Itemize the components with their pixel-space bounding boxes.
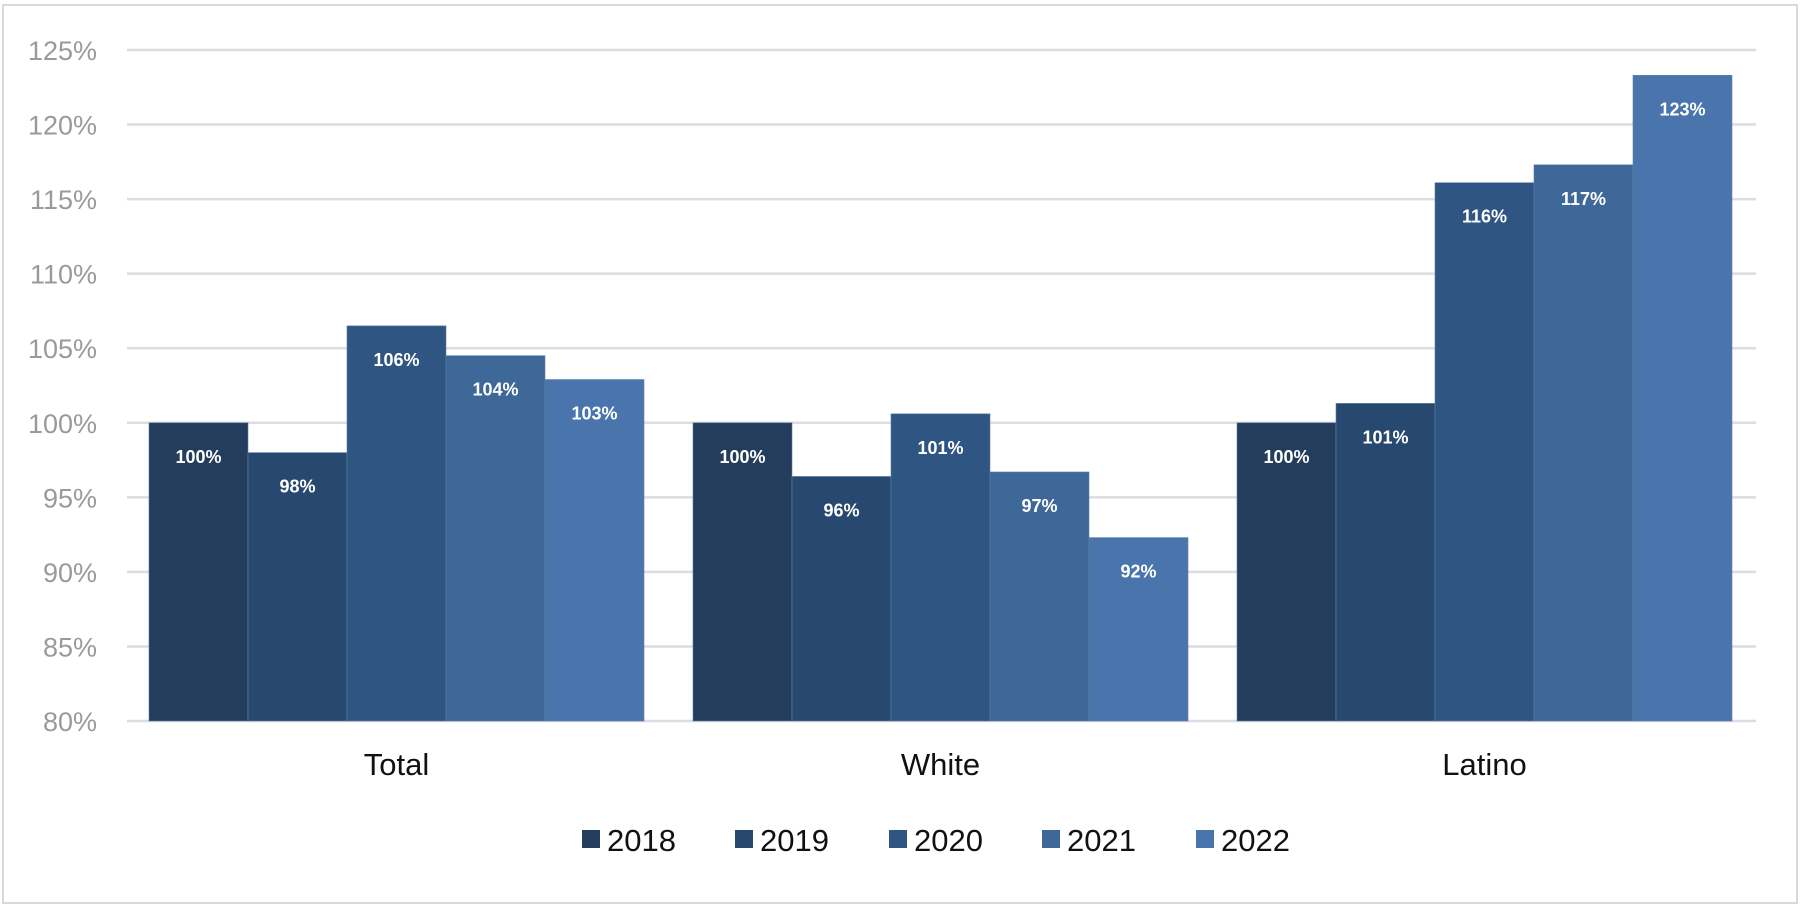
legend-label: 2018 <box>607 823 676 858</box>
bar-latino-2022 <box>1632 75 1733 722</box>
data-label: 117% <box>1561 189 1606 209</box>
y-tick-label: 85% <box>43 632 97 662</box>
data-label: 103% <box>571 404 617 424</box>
data-label: 106% <box>373 350 419 370</box>
y-tick-label: 90% <box>43 558 97 588</box>
bar-total-2019 <box>247 452 348 722</box>
y-tick-label: 95% <box>43 483 97 513</box>
legend-swatch-2019 <box>735 830 753 848</box>
data-labels: 100% 98% 106% 104% 103% 100% 96% 101% 97% 92% 100%… <box>175 99 1705 581</box>
legend-swatch-2020 <box>889 830 907 848</box>
legend-label: 2019 <box>760 823 829 858</box>
y-tick-label: 80% <box>43 707 97 737</box>
bar-total-2018 <box>148 422 249 722</box>
y-tick-label: 110% <box>30 260 97 290</box>
data-label: 100% <box>719 447 765 467</box>
bar-total-2020 <box>346 325 447 722</box>
data-label: 98% <box>279 477 315 497</box>
bar-total-2022 <box>544 379 645 722</box>
data-label: 101% <box>917 438 963 458</box>
legend: 2018 2019 2020 2021 2022 <box>582 823 1290 858</box>
y-tick-label: 125% <box>28 36 97 66</box>
x-category-label: Total <box>364 747 429 782</box>
bar-latino-2021 <box>1533 164 1634 722</box>
y-tick-label: 120% <box>28 111 97 141</box>
bar-white-2022 <box>1088 537 1189 722</box>
bar-latino-2019 <box>1335 403 1436 722</box>
data-label: 100% <box>175 447 221 467</box>
y-axis: 80% 85% 90% 95% 100% 105% 110% 115% 120% 125% <box>28 36 97 737</box>
data-label: 123% <box>1659 99 1705 119</box>
y-tick-label: 105% <box>28 334 97 364</box>
legend-label: 2022 <box>1221 823 1290 858</box>
bars <box>148 75 1733 722</box>
bar-latino-2020 <box>1434 182 1535 722</box>
legend-label: 2020 <box>914 823 983 858</box>
bar-white-2021 <box>989 471 1090 722</box>
bar-total-2021 <box>445 355 546 722</box>
legend-swatch-2018 <box>582 830 600 848</box>
bar-white-2019 <box>791 476 892 722</box>
x-axis: Total White Latino <box>364 747 1527 782</box>
data-label: 100% <box>1263 447 1309 467</box>
x-category-label: White <box>901 747 980 782</box>
y-tick-label: 115% <box>30 185 97 215</box>
legend-swatch-2021 <box>1042 830 1060 848</box>
data-label: 92% <box>1120 562 1156 582</box>
data-label: 101% <box>1362 427 1408 447</box>
data-label: 96% <box>823 500 859 520</box>
legend-label: 2021 <box>1067 823 1136 858</box>
data-label: 97% <box>1021 496 1057 516</box>
x-category-label: Latino <box>1442 747 1526 782</box>
bar-latino-2018 <box>1236 422 1337 722</box>
y-tick-label: 100% <box>28 409 97 439</box>
bar-white-2020 <box>890 413 991 722</box>
data-label: 104% <box>472 380 518 400</box>
bar-white-2018 <box>692 422 793 722</box>
legend-swatch-2022 <box>1196 830 1214 848</box>
data-label: 116% <box>1462 207 1507 227</box>
